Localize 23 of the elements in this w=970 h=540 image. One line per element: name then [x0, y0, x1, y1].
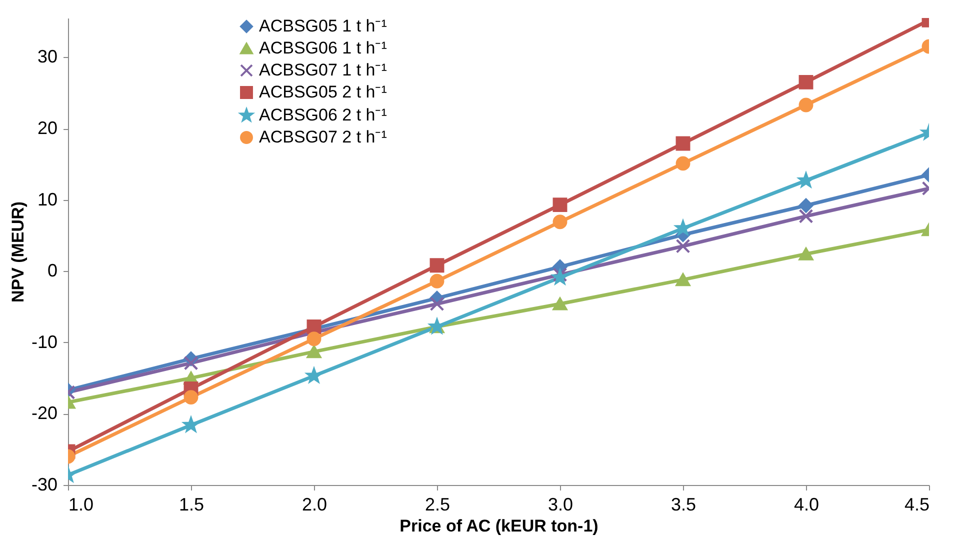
legend-label: ACBSG05 2 t h⁻¹: [259, 82, 388, 102]
x-tick-label: 2.0: [302, 494, 328, 514]
y-axis-title: NPV (MEUR): [8, 201, 28, 303]
y-tick-label: 10: [37, 189, 58, 210]
x-tick-label: 3.5: [670, 494, 696, 514]
x-tick-label: 3.0: [548, 494, 574, 514]
x-tick-label: 1.0: [68, 494, 94, 514]
legend-label: ACBSG07 2 t h⁻¹: [259, 128, 388, 146]
legend-label: ACBSG06 2 t h⁻¹: [259, 106, 388, 124]
y-tick-label: 20: [37, 118, 58, 138]
x-tick-label: 4.0: [794, 494, 820, 514]
legend-label: ACBSG06 1 t h⁻¹: [259, 38, 388, 58]
x-tick-label: 2.5: [424, 494, 450, 514]
y-tick-label: -20: [31, 403, 58, 424]
y-tick-label: 0: [47, 260, 58, 281]
y-tick-label: -10: [31, 332, 58, 352]
x-axis-title: Price of AC (kEUR ton-1): [400, 516, 598, 536]
legend-label: ACBSG05 1 t h⁻¹: [259, 16, 388, 36]
x-tick-label: 4.5: [904, 494, 930, 514]
y-tick-label: -30: [31, 474, 58, 494]
x-tick-label: 1.5: [178, 494, 204, 514]
y-tick-label: 30: [37, 46, 58, 67]
legend-label: ACBSG07 1 t h⁻¹: [259, 60, 388, 80]
